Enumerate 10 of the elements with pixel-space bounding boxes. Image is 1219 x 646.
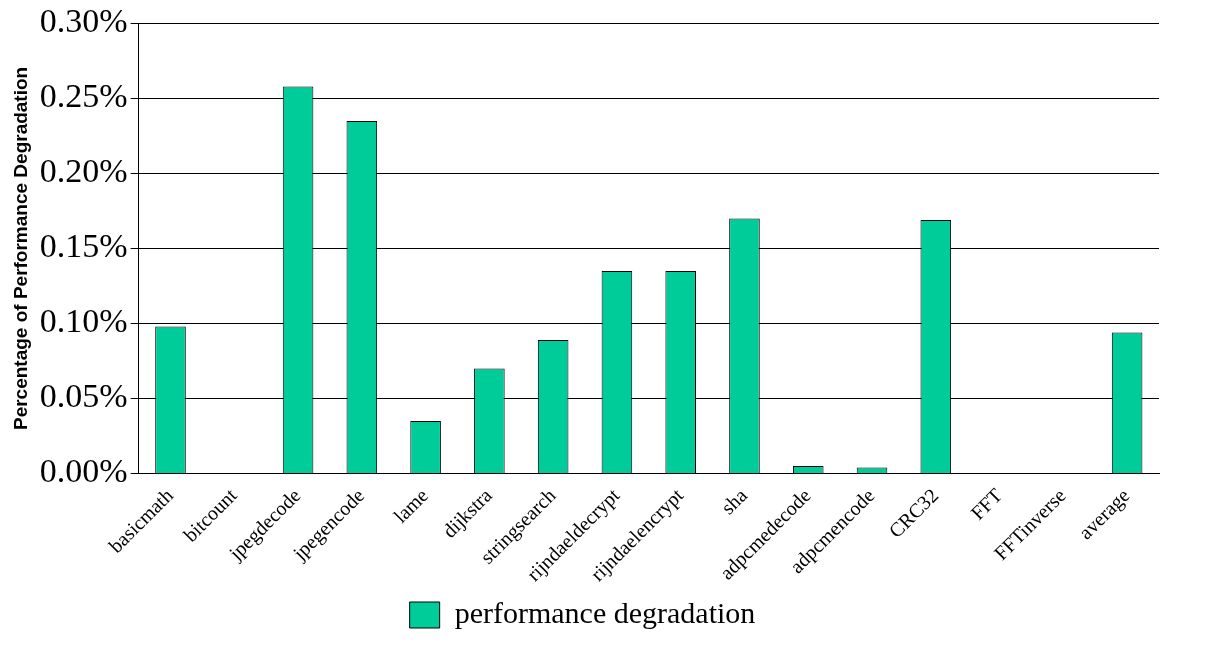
y-tick-label: 0.20% <box>39 152 128 190</box>
y-tick-label: 0.25% <box>39 77 128 115</box>
y-tick-label: 0.30% <box>39 2 128 40</box>
x-tick-label: lame <box>389 483 433 527</box>
y-tick-label: 0.00% <box>39 452 128 490</box>
y-tick-label: 0.05% <box>39 377 128 415</box>
y-tick-label: 0.15% <box>39 227 128 265</box>
y-tick-label: 0.10% <box>39 302 128 340</box>
legend-label: performance degradation <box>454 595 756 629</box>
y-axis-title: Percentage of Performance Degradation <box>9 66 31 431</box>
